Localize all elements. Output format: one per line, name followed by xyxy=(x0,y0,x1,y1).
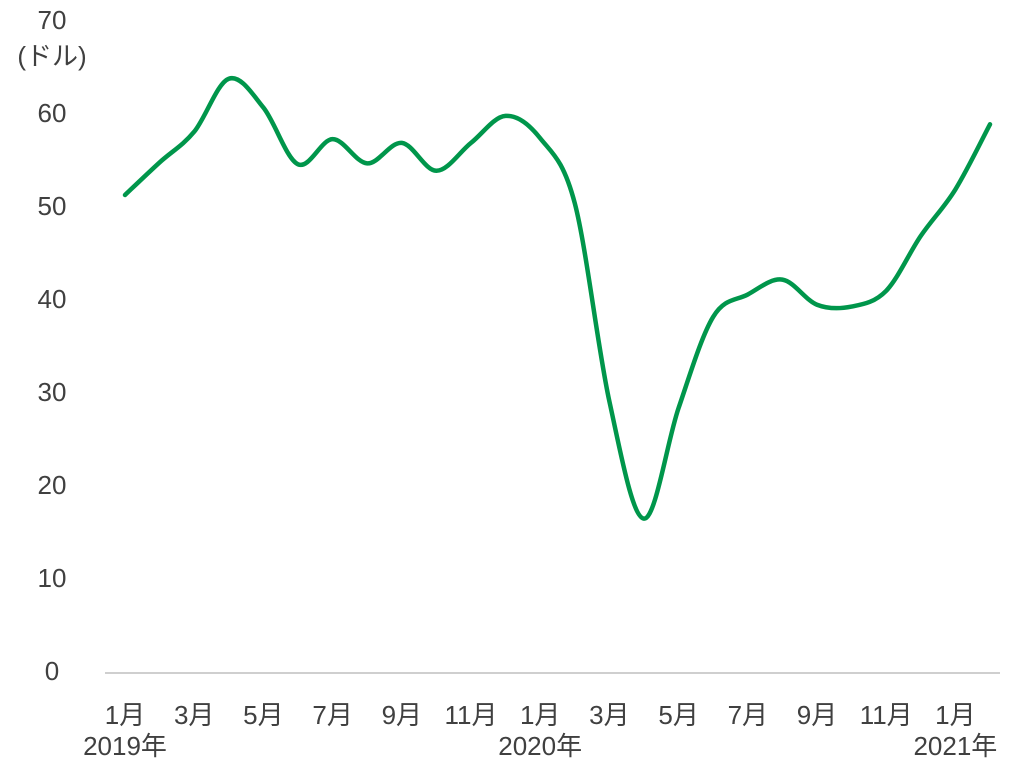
x-tick-label: 11月 xyxy=(445,700,498,730)
year-label: 2019年 xyxy=(83,731,167,761)
y-axis-label: (ドル) xyxy=(17,41,86,71)
x-tick-label: 5月 xyxy=(243,700,283,730)
y-tick-label: 40 xyxy=(38,284,67,314)
y-tick-label: 60 xyxy=(38,98,67,128)
y-tick-label: 0 xyxy=(45,656,59,686)
x-tick-label: 1月 xyxy=(935,700,975,730)
x-tick-label: 11月 xyxy=(860,700,913,730)
x-tick-label: 3月 xyxy=(589,700,629,730)
x-tick-label: 1月 xyxy=(105,700,145,730)
x-tick-label: 9月 xyxy=(382,700,422,730)
x-tick-label: 3月 xyxy=(174,700,214,730)
y-tick-label: 10 xyxy=(38,563,67,593)
x-tick-label: 1月 xyxy=(520,700,560,730)
x-tick-label: 7月 xyxy=(312,700,352,730)
x-tick-label: 5月 xyxy=(658,700,698,730)
y-tick-label: 50 xyxy=(38,191,67,221)
x-tick-label: 7月 xyxy=(728,700,768,730)
data-line xyxy=(122,75,993,521)
year-label: 2021年 xyxy=(913,731,997,761)
x-tick-label: 9月 xyxy=(797,700,837,730)
y-tick-label: 20 xyxy=(38,470,67,500)
y-tick-label: 30 xyxy=(38,377,67,407)
y-tick-label: 70 xyxy=(38,5,67,35)
year-label: 2020年 xyxy=(498,731,582,761)
